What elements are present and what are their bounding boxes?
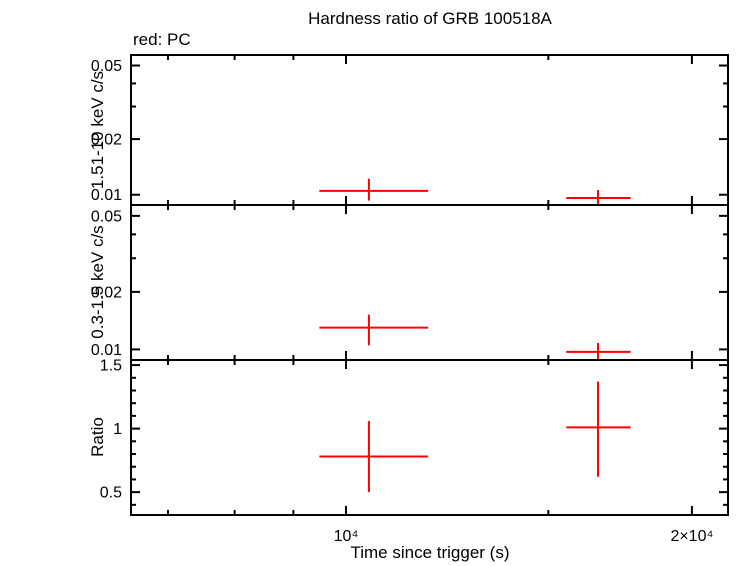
y-label-ratio: Ratio	[88, 417, 107, 457]
y-tick-label: 0.01	[91, 187, 122, 204]
y-tick-label: 0.05	[91, 208, 122, 225]
y-label-soft-band: 0.3-1.5 keV c/s	[88, 225, 107, 338]
y-tick-label: 1	[113, 421, 122, 438]
series-ratio	[319, 381, 631, 493]
x-axis-title: Time since trigger (s)	[350, 543, 509, 562]
x-tick-label: 2×10⁴	[670, 528, 713, 545]
series-hard-band	[319, 178, 631, 205]
mode-legend: red: PC	[133, 30, 191, 49]
chart-title: Hardness ratio of GRB 100518A	[308, 9, 552, 28]
panel-frame-soft-band	[130, 204, 729, 361]
y-tick-label: 1.5	[100, 358, 122, 375]
y-tick-label: 0.05	[91, 58, 122, 75]
x-tick-label: 10⁴	[334, 528, 359, 545]
series-soft-band	[319, 314, 631, 360]
y-label-hard-band: 1.51-10 keV c/s	[88, 71, 107, 189]
y-tick-label: 0.5	[100, 485, 122, 502]
y-tick-label: 0.01	[91, 342, 122, 359]
panel-frame-ratio	[130, 359, 729, 516]
y-tick-label: 0.02	[91, 284, 122, 301]
y-tick-label: 0.02	[91, 132, 122, 149]
panel-frame-hard-band	[130, 54, 729, 206]
